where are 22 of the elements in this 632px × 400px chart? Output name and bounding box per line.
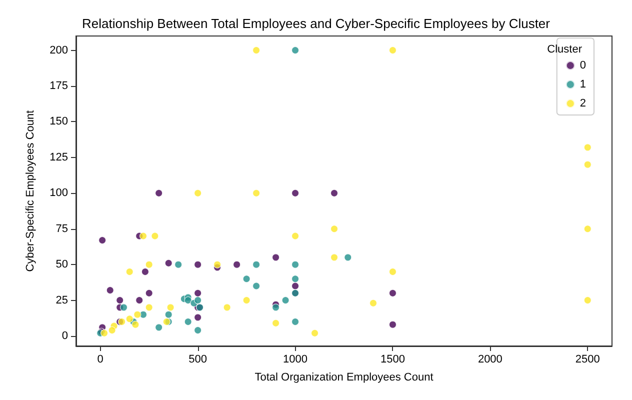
legend-label: 1 xyxy=(580,78,586,90)
legend-label: 0 xyxy=(580,60,586,72)
x-tick-label: 2000 xyxy=(478,354,502,366)
y-tick-label: 0 xyxy=(62,330,68,342)
y-tick-label: 75 xyxy=(56,222,68,235)
y-tick-label: 100 xyxy=(50,187,68,200)
y-tick-label: 125 xyxy=(50,151,68,164)
x-tick-label: 1500 xyxy=(380,354,405,366)
y-tick-label: 200 xyxy=(50,44,68,56)
x-tick-label: 500 xyxy=(188,354,207,366)
legend-title: Cluster xyxy=(547,44,582,56)
chart-title: Relationship Between Total Employees and Cyber-Specific Employees by Cluster xyxy=(82,16,551,31)
y-tick-label: 175 xyxy=(50,80,68,92)
y-tick-label: 25 xyxy=(56,294,68,306)
y-tick-label: 50 xyxy=(56,258,68,271)
y-axis-title: Cyber-Specific Employees Count xyxy=(24,110,36,272)
x-tick-label: 0 xyxy=(97,354,104,366)
x-tick-label: 2500 xyxy=(575,354,600,366)
y-tick-label: 150 xyxy=(50,116,68,128)
x-tick-label: 1000 xyxy=(283,354,308,366)
x-axis-title: Total Organization Employees Count xyxy=(254,372,434,384)
legend-label: 2 xyxy=(580,98,586,110)
